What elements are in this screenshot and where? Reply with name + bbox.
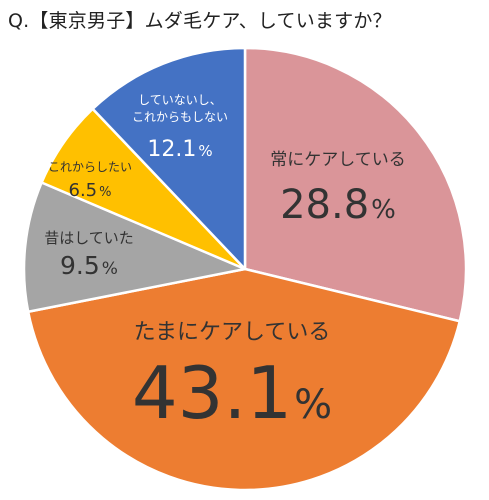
chart-title: Q.【東京男子】ムダ毛ケア、していますか？ [8, 10, 392, 32]
slice-label-1-line-1: 常にケアしている [270, 150, 406, 170]
slice-label-2-line-1: たまにケアしている [134, 320, 331, 345]
slice-value-number-1: 28.8 [280, 182, 369, 228]
slice-value-unit-1: % [371, 195, 396, 225]
slice-value-1: 28.8% [280, 182, 396, 228]
slice-value-unit-2: % [294, 382, 332, 428]
slice-value-unit-3: % [102, 259, 118, 279]
slice-value-number-4: 6.5 [69, 180, 98, 201]
slice-value-3: 9.5% [60, 251, 118, 280]
slice-label-4-line-1: これからしたい [48, 160, 132, 174]
slice-label-5-line-2: これからもしない [132, 110, 228, 124]
pie-slice-1 [243, 46, 468, 323]
pie-labels: 常にケアしている 28.8% たまにケアしている 43.1% 昔はしていた 9.5 % これか… [44, 93, 406, 435]
pie-slice-5 [91, 46, 247, 271]
slice-value-4: 6.5% [69, 180, 112, 201]
slice-label-5-line-1: していないし、 [138, 93, 222, 107]
slice-value-2: 43.1% [132, 351, 332, 435]
slice-label-3-line-1: 昔はしていた [44, 229, 134, 247]
pie-slice-2 [26, 267, 461, 492]
pie-slices [22, 46, 468, 492]
slice-value-number-3: 9.5 [60, 251, 100, 280]
slice-value-5: 12.1% [147, 137, 212, 162]
slice-value-number-5: 12.1 [147, 137, 196, 162]
slice-value-unit-5: % [198, 142, 212, 160]
slice-value-unit-4: % [99, 185, 111, 200]
pie-slice-3 [22, 181, 247, 314]
slice-value-number-2: 43.1 [132, 351, 292, 435]
